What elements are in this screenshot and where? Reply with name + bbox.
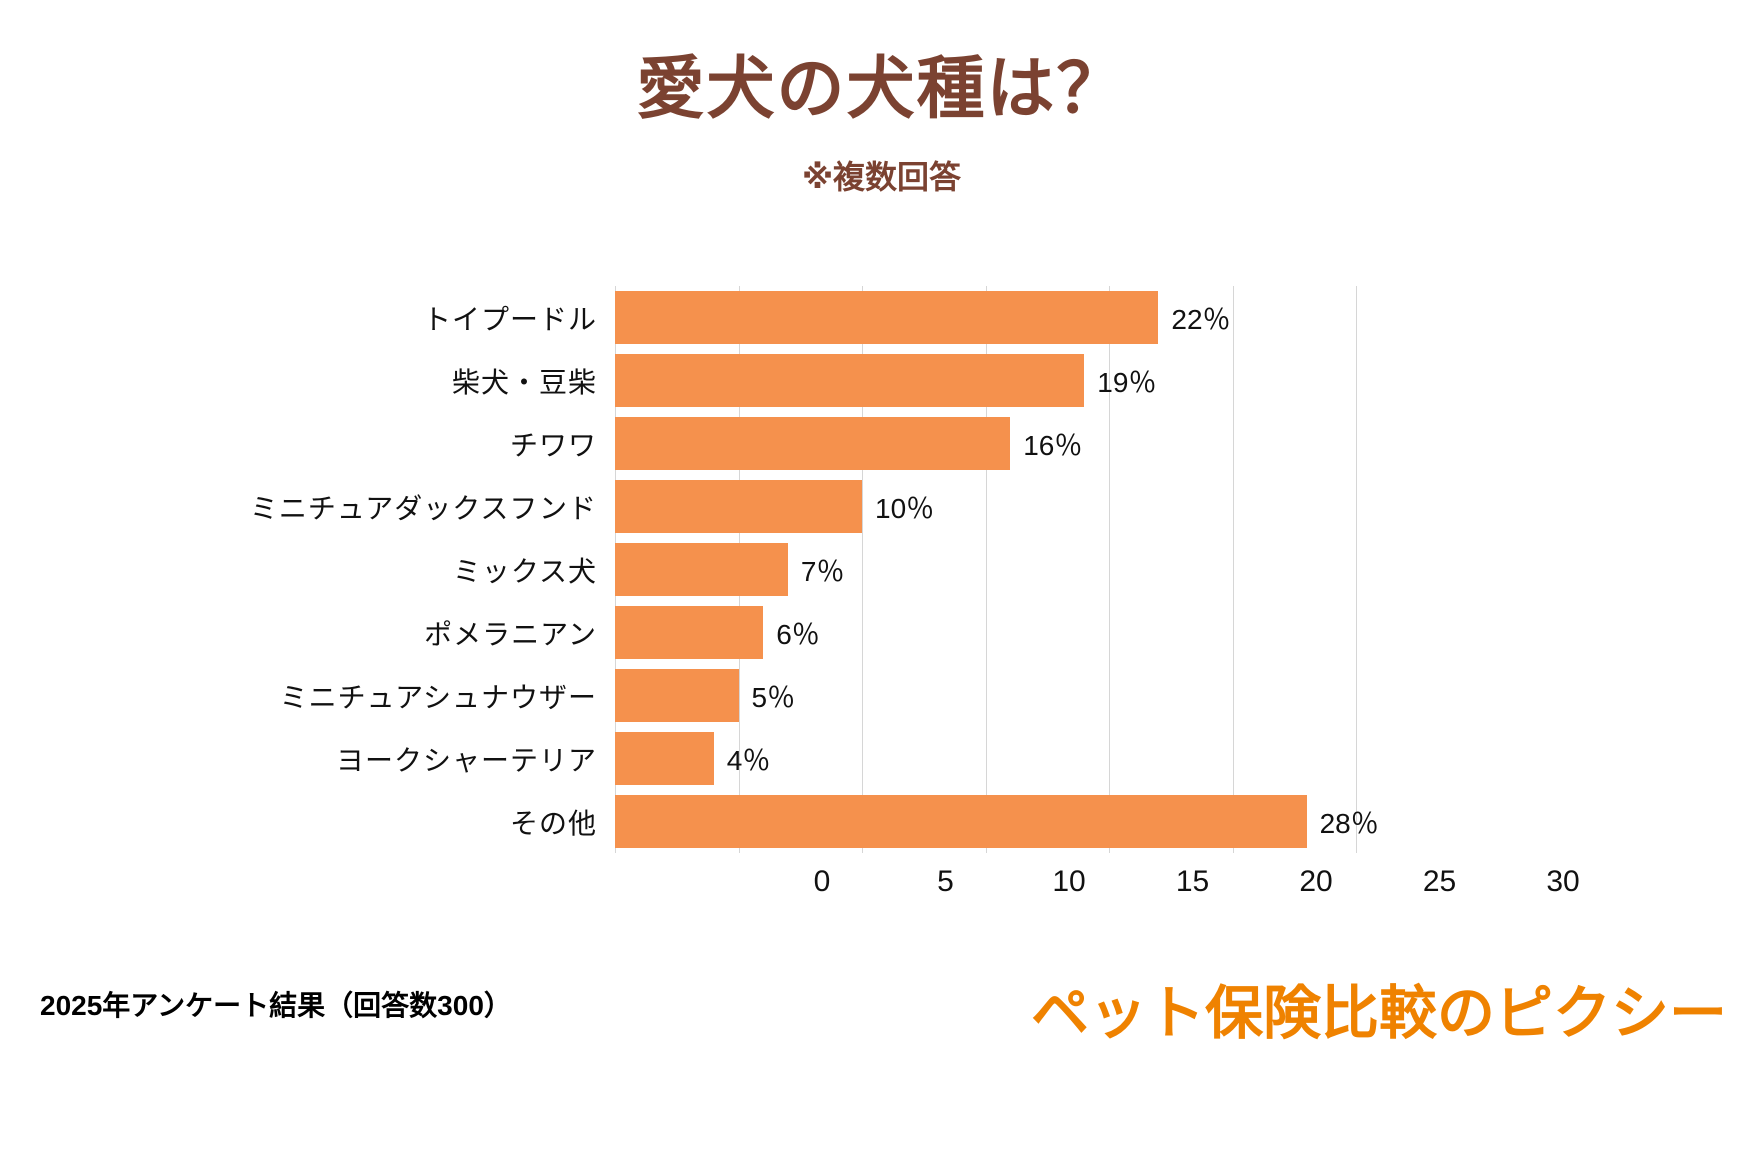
x-tick-label: 20	[1299, 865, 1333, 899]
bar-row: 10％	[615, 475, 1356, 538]
grid-line	[985, 286, 987, 854]
value-label: 4％	[726, 744, 771, 776]
bar-chart: トイプードル柴犬・豆柴チワワミニチュアダックスフンドミックス犬ポメラニアンミニチ…	[207, 286, 1763, 905]
bar-row: 6％	[615, 601, 1356, 664]
grid-line	[1232, 286, 1234, 854]
x-axis-row: 0 5 10 15 20 25 30	[414, 861, 1763, 905]
chart-title: 愛犬の犬種は？	[636, 51, 1127, 127]
chart-body: トイプードル柴犬・豆柴チワワミニチュアダックスフンドミックス犬ポメラニアンミニチ…	[207, 286, 1763, 854]
category-label: チワワ	[509, 429, 597, 461]
value-label: 10％	[875, 492, 935, 524]
category-labels-column: トイプードル柴犬・豆柴チワワミニチュアダックスフンドミックス犬ポメラニアンミニチ…	[207, 286, 597, 853]
category-label: ミニチュアダックスフンド	[249, 492, 597, 524]
value-label: 28％	[1319, 807, 1379, 839]
bar	[615, 417, 1011, 471]
grid-line	[1356, 286, 1357, 854]
grid-line	[862, 286, 863, 854]
category-label: 柴犬・豆柴	[451, 366, 597, 398]
bar	[615, 354, 1085, 408]
value-label: 6％	[776, 618, 820, 650]
bar-row: 22％	[615, 286, 1356, 349]
survey-note: 2025年アンケート結果（回答数300）	[40, 990, 512, 1021]
bar	[615, 732, 714, 786]
bar-row: 16％	[615, 412, 1356, 475]
bar-row: 5％	[615, 664, 1356, 727]
x-axis-spacer	[414, 861, 822, 905]
x-tick-label: 25	[1422, 865, 1457, 899]
category-label: その他	[509, 807, 597, 839]
brand-logo: ペット保険比較のピクシー	[1030, 981, 1727, 1046]
category-label: トイプードル	[422, 303, 597, 335]
value-label: 19％	[1097, 366, 1157, 398]
x-axis: 0 5 10 15 20 25 30	[814, 861, 1580, 905]
x-tick-label: 10	[1052, 865, 1086, 899]
bar	[615, 480, 862, 534]
value-label: 22％	[1171, 303, 1231, 335]
category-label: ヨークシャーテリア	[335, 744, 597, 776]
category-label: ミニチュアシュナウザー	[279, 681, 597, 713]
x-tick-label: 5	[937, 865, 954, 899]
value-label: 7％	[800, 555, 845, 587]
value-label: 5％	[751, 681, 796, 713]
value-label: 16％	[1023, 429, 1083, 461]
x-tick-label: 15	[1175, 865, 1210, 899]
category-label: ポメラニアン	[424, 618, 597, 650]
plot-area: 22％ 19％ 16％ 10％ 7％ 6％ 5％ 4％ 28％	[615, 286, 1379, 854]
chart-subtitle: ※複数回答	[801, 159, 962, 196]
bar	[615, 543, 788, 597]
bar	[615, 795, 1307, 849]
bar	[615, 669, 739, 723]
bar-row: 4％	[615, 727, 1356, 790]
bar	[615, 291, 1159, 345]
grid-line	[1109, 286, 1110, 854]
bar-row: 19％	[615, 349, 1356, 412]
bars-container: 22％ 19％ 16％ 10％ 7％ 6％ 5％ 4％ 28％	[615, 286, 1379, 853]
x-tick-label: 30	[1546, 865, 1580, 899]
bar-row: 7％	[615, 538, 1356, 601]
x-tick-label: 0	[813, 865, 831, 899]
bar-row: 28％	[615, 790, 1379, 853]
category-label: ミックス犬	[452, 555, 597, 587]
bar	[615, 606, 764, 660]
